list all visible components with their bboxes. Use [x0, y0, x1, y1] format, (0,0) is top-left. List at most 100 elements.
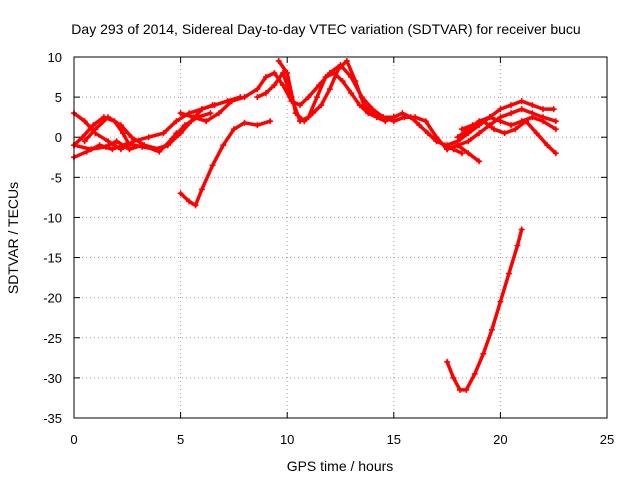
data-point: [207, 110, 214, 117]
data-point: [486, 114, 493, 121]
data-point: [348, 90, 355, 97]
data-point: [113, 138, 120, 145]
x-tick-label: 20: [493, 432, 507, 447]
data-point: [480, 350, 487, 357]
data-point: [254, 86, 261, 93]
data-point: [230, 126, 237, 133]
data-point: [284, 70, 291, 77]
y-tick-label: -5: [50, 170, 62, 185]
data-point: [209, 162, 216, 169]
data-point: [552, 118, 559, 125]
y-tick-label: -20: [43, 291, 62, 306]
data-point: [488, 326, 495, 333]
data-point: [508, 110, 515, 117]
data-point: [126, 142, 133, 149]
data-point: [380, 114, 387, 121]
data-point: [120, 130, 127, 137]
data-point: [160, 130, 167, 137]
data-point: [444, 146, 451, 153]
y-axis-label: SDTVAR / TECUs: [5, 182, 21, 294]
data-point: [399, 110, 406, 117]
data-point: [241, 94, 248, 101]
data-point: [173, 118, 180, 125]
data-point: [465, 150, 472, 157]
series-line-s13: [460, 119, 558, 156]
x-tick-label: 15: [387, 432, 401, 447]
data-point: [422, 118, 429, 125]
data-point: [518, 98, 525, 105]
data-point: [450, 374, 457, 381]
x-axis-label: GPS time / hours: [287, 458, 394, 474]
data-point: [92, 126, 99, 133]
data-point: [271, 82, 278, 89]
data-point: [326, 86, 333, 93]
data-point: [508, 122, 515, 129]
ticks: 0 5 10 15 20 25 10 5 0 -5 -10 -15 -20 -25 -30 -35: [43, 50, 614, 447]
y-tick-label: 5: [55, 90, 62, 105]
data-point: [456, 386, 463, 393]
data-point: [501, 130, 508, 137]
series-line-s14: [445, 227, 524, 392]
data-point: [190, 114, 197, 121]
chart-title: Day 293 of 2014, Sidereal Day-to-day VTE…: [71, 21, 580, 37]
data-point: [279, 82, 286, 89]
data-point: [424, 130, 431, 137]
data-point: [552, 150, 559, 157]
data-point: [471, 370, 478, 377]
data-point: [254, 122, 261, 129]
data-point: [220, 142, 227, 149]
x-tick-label: 5: [177, 432, 184, 447]
y-tick-label: -15: [43, 251, 62, 266]
data-point: [188, 118, 195, 125]
y-tick-label: 0: [55, 130, 62, 145]
y-tick-label: -30: [43, 371, 62, 386]
data-point: [352, 78, 359, 85]
series-line-s7: [178, 63, 481, 164]
data-point: [497, 298, 504, 305]
data-point: [83, 148, 90, 155]
data-point: [433, 138, 440, 145]
data-point: [198, 186, 205, 193]
data-point: [322, 74, 329, 81]
x-tick-label: 25: [600, 432, 614, 447]
data-point: [416, 122, 423, 129]
data-point: [550, 106, 557, 113]
data-point: [296, 102, 303, 109]
data-point: [459, 126, 466, 133]
data-point: [173, 130, 180, 137]
data-point: [177, 110, 184, 117]
data-point: [514, 242, 521, 249]
y-tick-label: 10: [48, 50, 62, 65]
data-point: [198, 106, 205, 113]
data-point: [454, 142, 461, 149]
series-line-s9: [276, 59, 396, 123]
data-point: [145, 134, 152, 141]
data-point: [540, 106, 547, 113]
data-point: [301, 118, 308, 125]
data-point: [105, 114, 112, 121]
data-point: [215, 110, 222, 117]
data-point: [518, 106, 525, 113]
data-point: [522, 118, 529, 125]
data-point: [476, 130, 483, 137]
data-point: [480, 118, 487, 125]
data-point: [203, 118, 210, 125]
data-point: [211, 102, 218, 109]
data-point: [390, 114, 397, 121]
y-tick-label: -25: [43, 331, 62, 346]
data-point: [469, 122, 476, 129]
series-group: [71, 58, 559, 393]
data-point: [314, 94, 321, 101]
data-point: [459, 150, 466, 157]
data-point: [465, 138, 472, 145]
data-point: [267, 118, 274, 125]
data-point: [369, 110, 376, 117]
data-point: [407, 114, 414, 121]
data-point: [79, 134, 86, 141]
data-point: [90, 122, 97, 129]
data-point: [262, 90, 269, 97]
data-point: [508, 102, 515, 109]
series-line-s6: [178, 119, 272, 208]
data-point: [141, 142, 148, 149]
